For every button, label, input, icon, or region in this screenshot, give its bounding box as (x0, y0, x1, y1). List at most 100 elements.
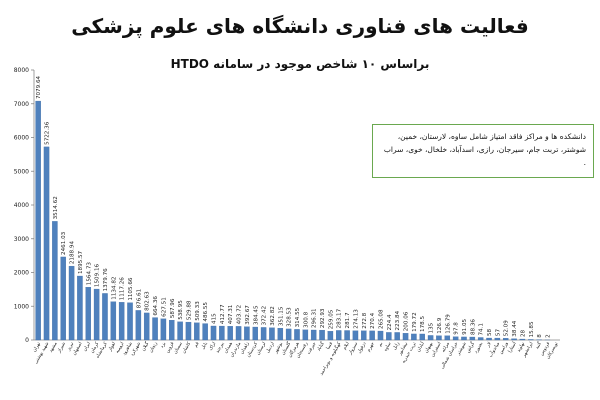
bar (461, 336, 467, 341)
category-label: قم (194, 342, 201, 349)
data-label: 362.82 (270, 306, 276, 326)
data-label: 2461.03 (61, 231, 67, 255)
category-label: شیراز (56, 341, 67, 354)
category-label: شوشتر (456, 341, 468, 357)
bar (35, 100, 41, 341)
data-label: 8 (537, 334, 543, 338)
data-label: 97.8 (454, 322, 460, 335)
data-label: 28 (520, 329, 526, 337)
bar (269, 327, 275, 341)
y-tick-label: 4000 (14, 202, 29, 209)
bar (202, 323, 208, 341)
category-label: آبادان (415, 340, 426, 353)
y-tick-label: 2000 (14, 270, 29, 277)
bar (160, 318, 167, 341)
data-label: 328.53 (287, 307, 293, 327)
bar (235, 326, 242, 341)
bar (244, 326, 250, 341)
bar (102, 293, 108, 341)
bar (143, 312, 150, 341)
category-label: جهرم (366, 341, 376, 353)
bar (528, 339, 534, 341)
data-label: 1117.26 (120, 277, 126, 301)
category-label: سبزوار (348, 341, 360, 356)
data-label: 538.95 (178, 300, 184, 320)
y-tick-label: 8000 (14, 67, 29, 74)
data-label: 1509.16 (95, 263, 101, 287)
bar (469, 336, 476, 341)
category-label: شاهرود (122, 341, 134, 356)
bar (52, 221, 58, 341)
bar (427, 335, 434, 341)
data-label: 135 (429, 322, 435, 333)
bar (411, 333, 417, 341)
bar (327, 331, 334, 341)
category-label: ایلام (342, 342, 350, 352)
bar (310, 329, 317, 341)
data-label: 1134.82 (111, 277, 117, 300)
bar (344, 330, 350, 341)
data-label: 1564.73 (86, 262, 92, 286)
bar (127, 302, 133, 341)
category-label: ایران (83, 342, 92, 353)
data-label: 270.4 (370, 312, 376, 328)
bar (252, 326, 258, 341)
bar (177, 321, 183, 341)
data-label: 283.17 (337, 308, 343, 328)
bar (169, 320, 175, 341)
chart-subtitle: براساس ۱۰ شاخص موجود در سامانه HTDO (170, 57, 430, 71)
category-label: نیشابور (397, 342, 409, 358)
bar (118, 302, 125, 341)
category-label: فردوس (540, 342, 552, 357)
category-label: اردبیل (266, 342, 276, 355)
category-label: اهواز (107, 342, 117, 354)
bar (336, 330, 342, 341)
y-tick-label: 6000 (14, 135, 29, 142)
category-label: آستارا (507, 340, 518, 354)
data-label: 351.15 (278, 306, 284, 326)
y-tick-label: 1000 (14, 303, 29, 310)
data-label: 38.44 (512, 320, 518, 336)
category-label: جیرفت (306, 341, 317, 355)
data-label: 52.09 (504, 320, 510, 336)
bar (352, 330, 359, 341)
category-label: مشهد (49, 341, 59, 354)
category-label: بهبهان (424, 342, 434, 355)
data-label: 281.7 (345, 312, 351, 328)
category-label: اراک (207, 341, 218, 352)
category-label: زاهدان (240, 342, 251, 356)
data-label: 407.31 (228, 304, 234, 324)
category-label: دزفول (357, 342, 367, 355)
category-label: کاشان (181, 340, 193, 354)
data-label: 224.4 (387, 314, 393, 330)
category-label: کرمان (89, 340, 101, 354)
bar (68, 265, 75, 341)
category-label: بجنورد (474, 342, 484, 355)
data-label: 5722.36 (45, 121, 51, 145)
y-tick-label: 0 (25, 337, 29, 344)
data-label: 587.96 (170, 298, 176, 318)
data-label: 1105.66 (128, 277, 134, 301)
bar (219, 325, 225, 341)
data-label: 3514.62 (53, 196, 59, 219)
data-label: 1379.76 (103, 268, 109, 292)
category-label: بیرجند (215, 342, 225, 355)
data-label: 15.85 (529, 321, 535, 337)
data-label: 223.84 (395, 310, 401, 330)
bar (85, 287, 92, 341)
bar (110, 301, 117, 341)
y-tick-label: 5000 (14, 168, 29, 175)
data-label: 292.93 (320, 308, 326, 328)
bar (302, 329, 309, 341)
category-label: نهاوند (516, 342, 526, 354)
data-label: 178.5 (420, 316, 426, 332)
bar (502, 338, 509, 341)
category-label: ارومیه (115, 342, 125, 355)
data-label: 392.67 (245, 305, 251, 325)
data-label: 272.8 (362, 312, 368, 328)
data-label: 91.05 (462, 318, 468, 334)
data-label: 300.8 (303, 311, 309, 327)
bar (419, 333, 425, 341)
